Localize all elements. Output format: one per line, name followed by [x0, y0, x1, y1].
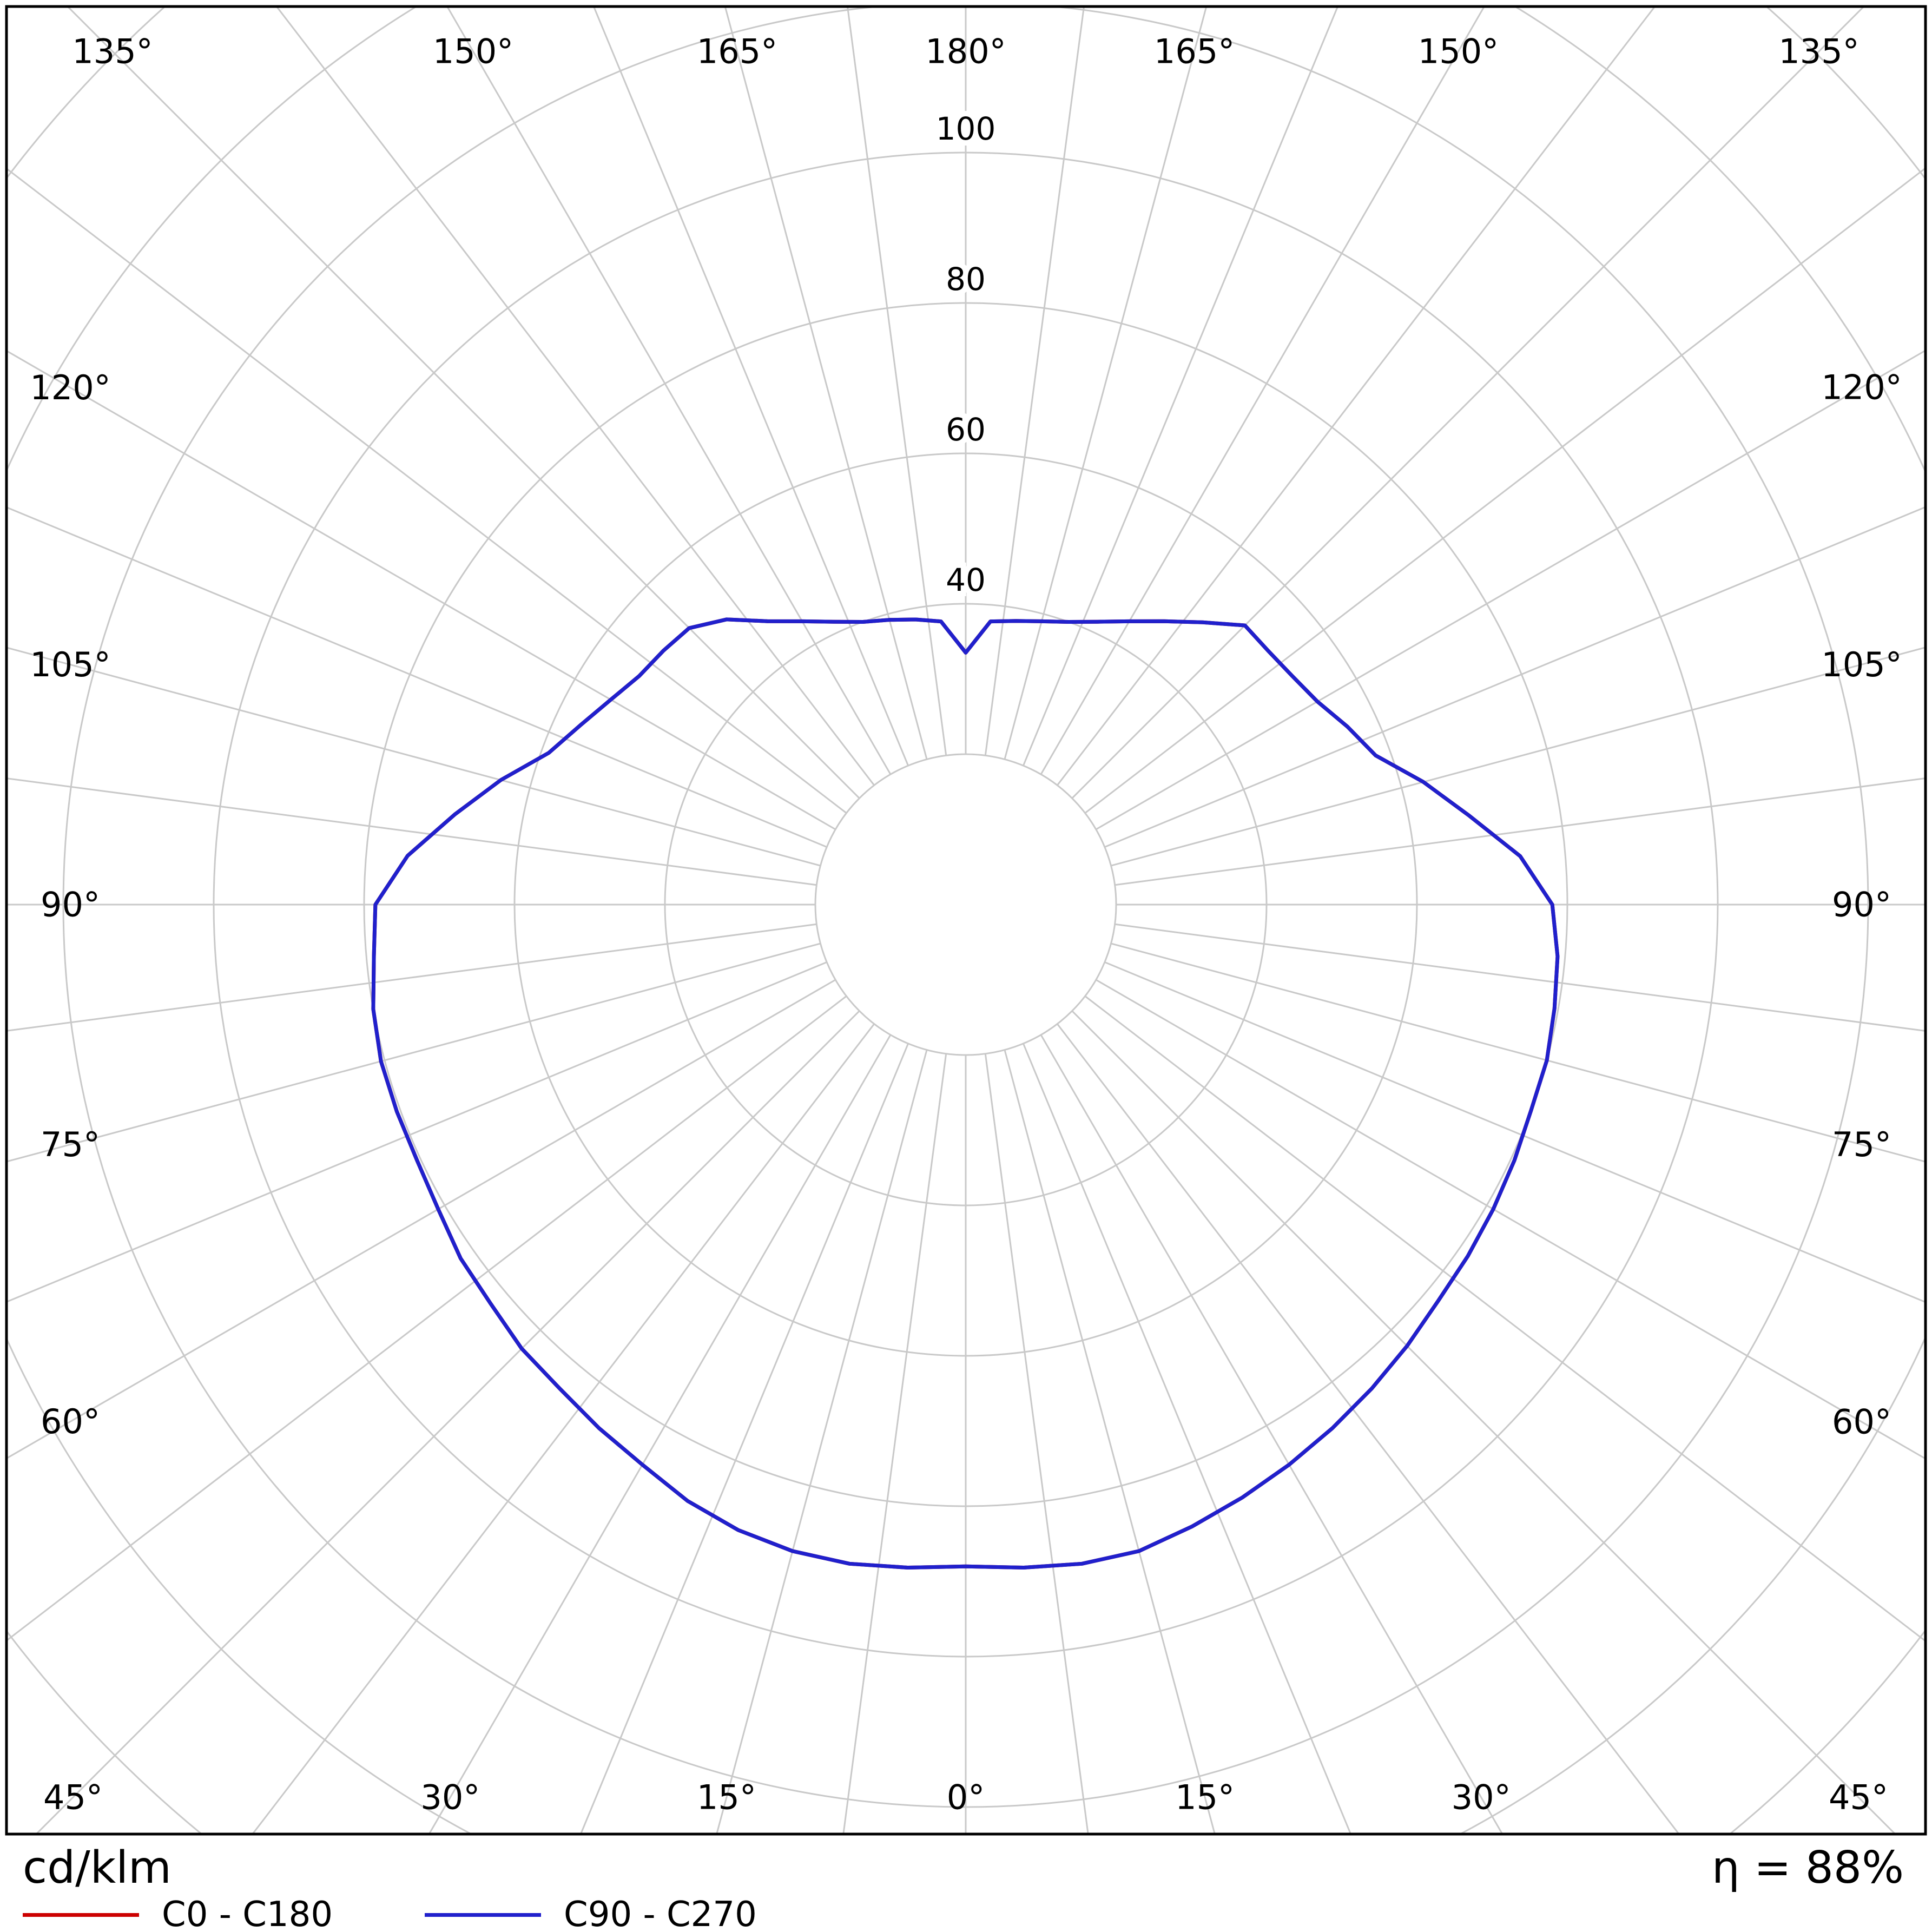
grid-spoke: [842, 1053, 947, 1834]
angle-label: 75°: [1832, 1125, 1891, 1164]
grid-spoke: [579, 1043, 909, 1834]
grid-spoke: [6, 995, 847, 1642]
angle-label: 30°: [420, 1778, 480, 1817]
angle-label: 105°: [30, 645, 110, 684]
grid-spoke: [984, 1053, 1089, 1834]
grid-spoke: [1071, 1010, 1897, 1834]
grid-spoke: [1040, 6, 1486, 775]
grid-spoke: [6, 923, 817, 1032]
plot-frame: [5, 5, 1927, 1836]
grid-spoke: [1023, 1043, 1352, 1834]
angle-label: 90°: [1832, 885, 1891, 925]
grid-ring: [814, 753, 1117, 1056]
angle-label: 60°: [1832, 1402, 1891, 1442]
legend-item-c90-c270: C90 - C270: [425, 1895, 757, 1932]
angle-label: 135°: [1778, 32, 1859, 71]
grid-spoke: [1111, 942, 1926, 1163]
angle-label: 30°: [1452, 1778, 1511, 1817]
grid-spoke: [1057, 1023, 1680, 1834]
efficiency-label: η = 88%: [1711, 1842, 1904, 1894]
grid-spoke: [428, 1034, 892, 1834]
grid-spoke: [1004, 6, 1208, 760]
angle-label: 15°: [1175, 1778, 1235, 1817]
grid-spoke: [1084, 167, 1926, 814]
grid-spoke: [6, 777, 817, 886]
angle-label: 15°: [697, 1778, 756, 1817]
ring-label: 100: [936, 110, 996, 147]
angle-label: 105°: [1821, 645, 1902, 684]
grid-spoke: [6, 167, 847, 814]
legend-item-c0-c180: C0 - C180: [23, 1895, 333, 1932]
legend-label-c0-c180: C0 - C180: [162, 1895, 333, 1932]
grid-spoke: [1057, 6, 1656, 786]
angle-label: 90°: [41, 885, 100, 925]
grid-spoke: [275, 6, 875, 786]
unit-label: cd/klm: [23, 1842, 172, 1894]
curve-c90-c270: [371, 617, 1560, 1570]
grid-spoke: [1104, 506, 1926, 848]
angle-label: 135°: [72, 32, 153, 71]
grid-spoke: [1004, 1050, 1216, 1834]
grid-spoke: [1023, 6, 1339, 766]
ring-label: 80: [946, 261, 986, 298]
angle-label: 0°: [947, 1778, 985, 1817]
grid-spoke: [1040, 1034, 1504, 1834]
grid-spoke: [6, 961, 827, 1303]
ring-label: 60: [946, 411, 986, 448]
grid-spoke: [6, 506, 827, 848]
grid-spoke: [716, 1050, 928, 1834]
legend-swatch-c0-c180: [23, 1913, 139, 1917]
grid-spoke: [1096, 350, 1926, 830]
grid-spoke: [1111, 647, 1926, 867]
legend-swatch-c90-c270: [425, 1913, 542, 1917]
grid-spoke: [6, 350, 836, 830]
angle-label: 150°: [1418, 32, 1499, 71]
ring-label: 40: [946, 562, 986, 598]
grid-spoke: [6, 979, 836, 1460]
grid-spoke: [984, 6, 1085, 756]
grid-spoke: [6, 647, 821, 867]
grid-spoke: [1104, 961, 1926, 1303]
grid-spoke: [66, 6, 860, 799]
angle-label: 60°: [41, 1402, 100, 1441]
grid-spoke: [1084, 995, 1926, 1643]
angle-label: 165°: [1154, 32, 1235, 71]
angle-label: 45°: [43, 1778, 103, 1817]
angle-label: 180°: [925, 32, 1006, 71]
legend-label-c90-c270: C90 - C270: [564, 1895, 757, 1932]
grid-spoke: [251, 1023, 875, 1834]
grid-spoke: [1071, 6, 1865, 799]
grid-spoke: [6, 942, 821, 1163]
grid-spoke: [592, 6, 909, 766]
grid-spoke: [1096, 979, 1926, 1460]
angle-label: 120°: [1821, 367, 1902, 407]
grid-spoke: [1115, 923, 1926, 1032]
grid-spoke: [1115, 777, 1926, 886]
grid-spoke: [724, 6, 928, 760]
grid-spoke: [446, 6, 892, 775]
angle-label: 120°: [30, 368, 110, 407]
angle-label: 165°: [697, 32, 777, 71]
angle-label: 45°: [1829, 1778, 1888, 1817]
legend: C0 - C180 C90 - C270: [23, 1895, 757, 1932]
angle-label: 150°: [433, 32, 513, 71]
grid-spoke: [846, 6, 947, 756]
angle-label: 75°: [41, 1125, 100, 1164]
grid-spoke: [35, 1010, 860, 1834]
